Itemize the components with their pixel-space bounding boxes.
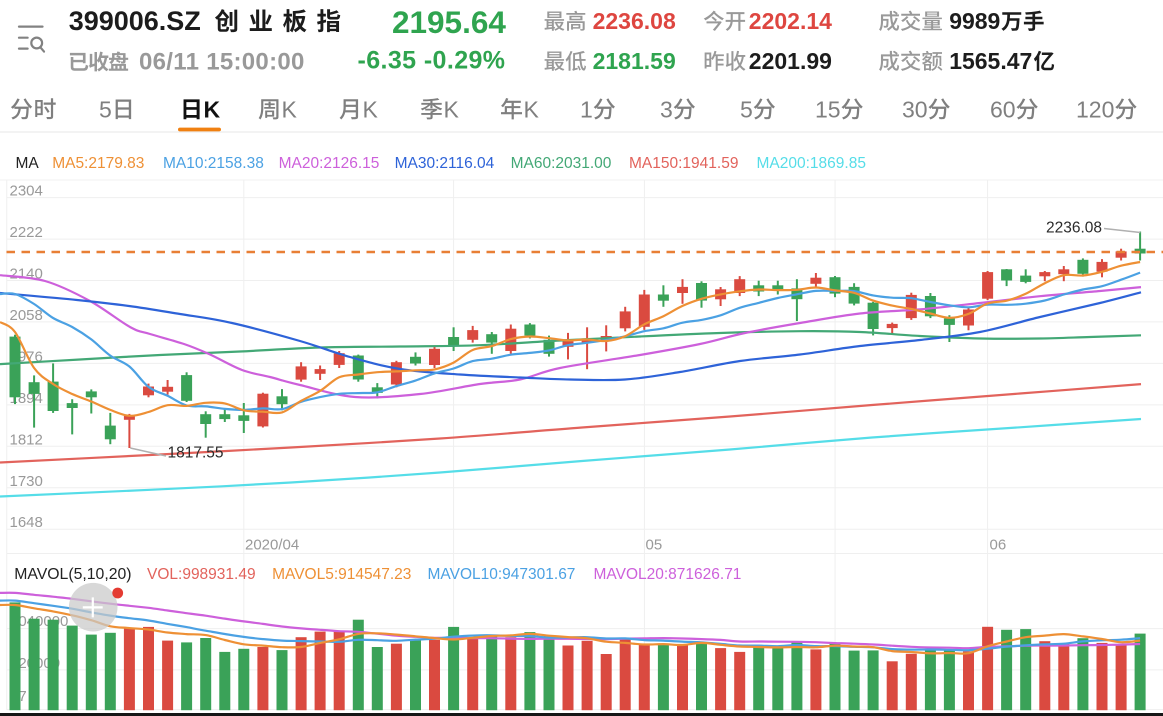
svg-text:1648: 1648 (10, 514, 43, 531)
svg-text:MA10:2158.38: MA10:2158.38 (163, 155, 264, 172)
svg-text:2222: 2222 (10, 224, 43, 241)
svg-text:06: 06 (990, 537, 1007, 554)
svg-text:VOL:998931.49: VOL:998931.49 (147, 566, 256, 583)
svg-text:K: K (524, 97, 540, 123)
svg-text:2236.08: 2236.08 (1046, 220, 1102, 237)
svg-text:5: 5 (99, 97, 112, 123)
svg-text:2195.64: 2195.64 (392, 4, 506, 40)
svg-text:K: K (363, 97, 379, 123)
svg-text:1730: 1730 (10, 473, 43, 490)
svg-text:2201.99: 2201.99 (749, 48, 832, 74)
svg-text:MA150:1941.59: MA150:1941.59 (629, 155, 738, 172)
svg-text:2236.08: 2236.08 (593, 8, 676, 34)
svg-text:2020/04: 2020/04 (245, 537, 299, 554)
svg-text:5: 5 (740, 97, 753, 123)
svg-text:06/11 15:00:00: 06/11 15:00:00 (139, 49, 305, 76)
svg-text:2304: 2304 (10, 183, 43, 200)
svg-text:K: K (444, 97, 460, 123)
svg-text:MA30:2116.04: MA30:2116.04 (395, 155, 495, 172)
svg-text:15: 15 (815, 97, 841, 123)
svg-text:1812: 1812 (10, 431, 43, 448)
svg-text:K: K (204, 97, 221, 123)
svg-text:MA60:2031.00: MA60:2031.00 (511, 155, 612, 172)
svg-text:1817.55: 1817.55 (168, 445, 224, 462)
svg-text:9989: 9989 (949, 8, 1000, 34)
svg-text:MAVOL5:914547.23: MAVOL5:914547.23 (272, 566, 411, 583)
svg-text:K: K (282, 97, 298, 123)
svg-text:MA20:2126.15: MA20:2126.15 (279, 155, 380, 172)
svg-text:3: 3 (660, 97, 673, 123)
svg-text:120: 120 (1076, 97, 1114, 123)
svg-text:MA200:1869.85: MA200:1869.85 (757, 155, 866, 172)
svg-text:-6.35 -0.29%: -6.35 -0.29% (358, 47, 506, 75)
svg-text:MAVOL(5,10,20): MAVOL(5,10,20) (14, 566, 131, 583)
svg-text:MAVOL20:871626.71: MAVOL20:871626.71 (594, 566, 742, 583)
svg-text:1: 1 (580, 97, 593, 123)
svg-text:399006.SZ: 399006.SZ (69, 6, 201, 36)
svg-text:2058: 2058 (10, 307, 43, 324)
svg-text:2202.14: 2202.14 (749, 8, 832, 34)
svg-text:1565.47: 1565.47 (949, 48, 1032, 74)
svg-text:MA5:2179.83: MA5:2179.83 (52, 155, 144, 172)
svg-text:05: 05 (646, 537, 663, 554)
svg-text:2181.59: 2181.59 (593, 48, 676, 74)
svg-text:MA: MA (16, 155, 40, 172)
svg-text:MAVOL10:947301.67: MAVOL10:947301.67 (428, 566, 576, 583)
svg-text:30: 30 (902, 97, 928, 123)
svg-text:60: 60 (990, 97, 1016, 123)
